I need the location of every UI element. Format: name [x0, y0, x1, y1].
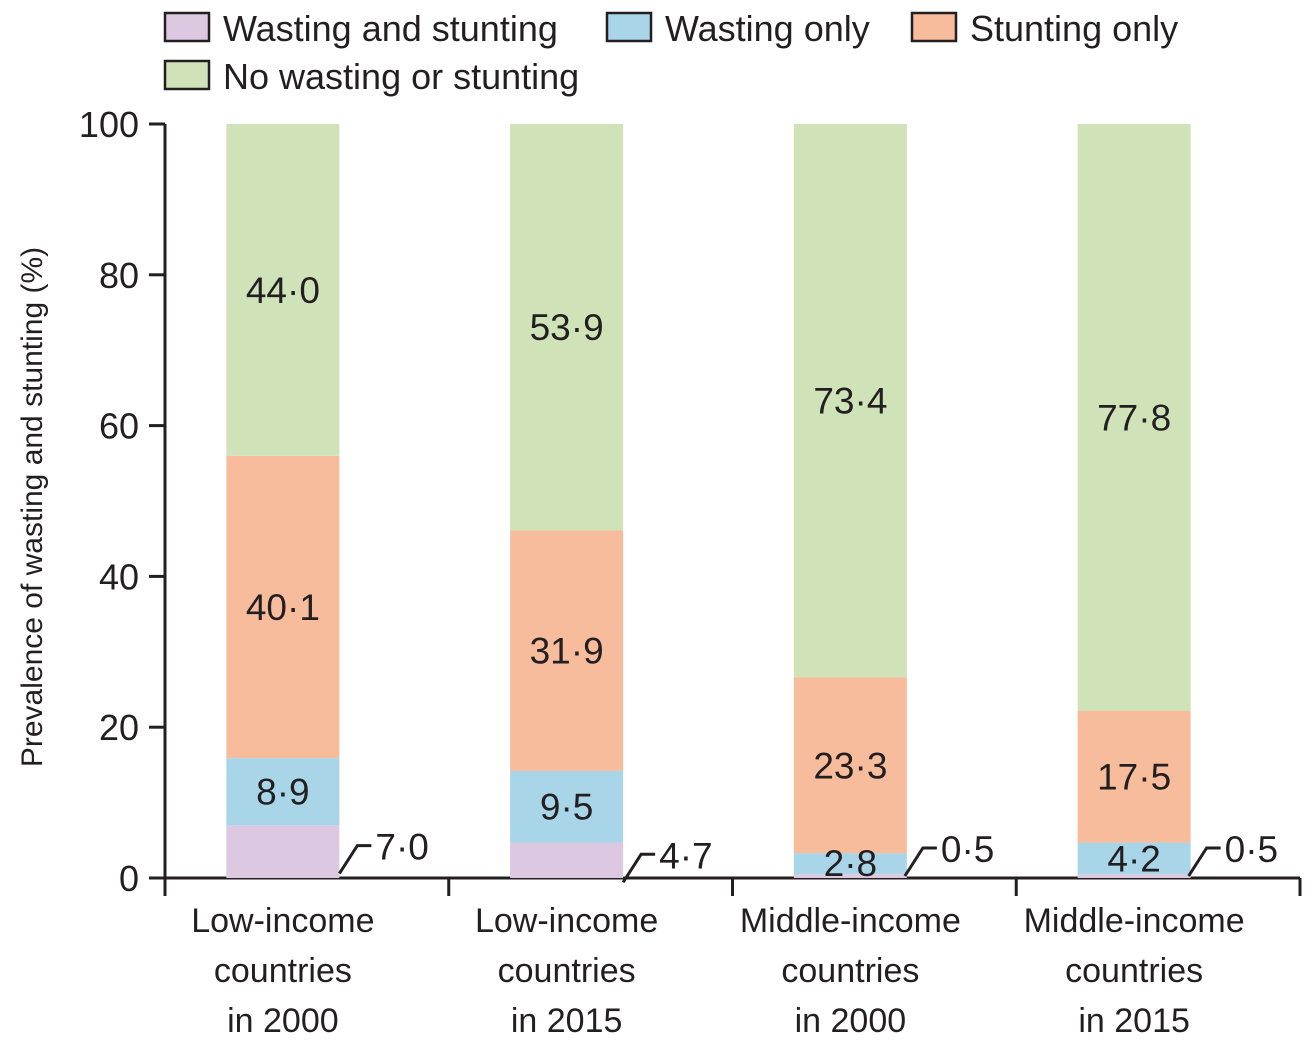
legend-swatch: [910, 11, 958, 43]
bar-segment: [1077, 874, 1191, 878]
legend-swatch: [163, 59, 211, 91]
bar-segment: [510, 842, 624, 878]
value-labels: 7·0 8·9 40·1 44·0 4·7 9·5 31·9 53·9 0·5 2·8 23·3 73…: [246, 270, 1278, 884]
legend-label: Wasting only: [665, 8, 870, 49]
y-tick-label: 40: [99, 556, 139, 597]
data-label: 17·5: [1097, 757, 1171, 798]
data-label: 0·5: [1225, 829, 1278, 870]
bar-segment: [510, 530, 624, 771]
legend-label: Stunting only: [970, 8, 1178, 49]
x-tick-label: Low-income: [475, 902, 658, 940]
data-label: 77·8: [1097, 397, 1171, 438]
data-label: 53·9: [530, 307, 604, 348]
x-tick-label: countries: [214, 952, 352, 990]
leader-line: [1187, 846, 1221, 877]
bar-segment: [793, 874, 907, 878]
x-tick-label: countries: [781, 952, 919, 990]
x-tick-label: in 2000: [795, 1002, 907, 1040]
y-axis-label: Prevalence of wasting and stunting (%): [16, 247, 49, 767]
data-label: 4·2: [1107, 838, 1160, 879]
data-label: 4·7: [659, 835, 712, 876]
data-label: 31·9: [530, 631, 604, 672]
y-tick-label: 0: [119, 858, 139, 899]
data-label: 23·3: [813, 745, 887, 786]
legend-label: No wasting or stunting: [223, 56, 579, 97]
x-tick-label: in 2015: [511, 1002, 623, 1040]
bar-segment: [510, 770, 624, 843]
bar-segment: [226, 758, 340, 826]
leader-line: [903, 846, 937, 877]
y-tick-label: 100: [79, 104, 139, 145]
x-tick-label: Middle-income: [1024, 902, 1245, 940]
legend: Wasting and stunting Wasting only Stunting…: [163, 8, 1178, 97]
x-tick-label: countries: [1065, 952, 1203, 990]
data-label: 2·8: [824, 843, 877, 884]
x-tick-label: Middle-income: [740, 902, 961, 940]
y-tick-label: 20: [99, 707, 139, 748]
x-tick-label: in 2015: [1078, 1002, 1190, 1040]
bar-segment: [226, 825, 340, 878]
bar-segment: [1077, 710, 1191, 843]
y-tick-label: 60: [99, 406, 139, 447]
bar-segment: [1077, 842, 1191, 875]
legend-swatch: [163, 11, 211, 43]
data-label: 44·0: [246, 270, 320, 311]
bar-segment: [793, 124, 907, 678]
legend-swatch: [605, 11, 653, 43]
axes: 0 20 40 60 80 100 Low-income countries in 2000 Lo…: [79, 104, 1302, 1040]
data-label: 0·5: [941, 829, 994, 870]
bars: [226, 124, 1191, 878]
data-label: 40·1: [246, 587, 320, 628]
bar-segment: [793, 677, 907, 854]
bar-segment: [226, 455, 340, 759]
x-tick-label: countries: [498, 952, 636, 990]
bar-segment: [1077, 124, 1191, 711]
data-label: 73·4: [813, 381, 887, 422]
bar-segment: [226, 124, 340, 456]
x-tick-label: Low-income: [191, 902, 374, 940]
bar-segment: [510, 124, 624, 531]
data-label: 8·9: [256, 772, 309, 813]
y-tick-label: 80: [99, 255, 139, 296]
data-label: 7·0: [375, 827, 428, 868]
bar-segment: [793, 853, 907, 875]
leader-line: [338, 844, 372, 875]
leader-line: [621, 852, 656, 884]
legend-label: Wasting and stunting: [223, 8, 558, 49]
data-label: 9·5: [540, 787, 593, 828]
x-tick-label: in 2000: [227, 1002, 339, 1040]
